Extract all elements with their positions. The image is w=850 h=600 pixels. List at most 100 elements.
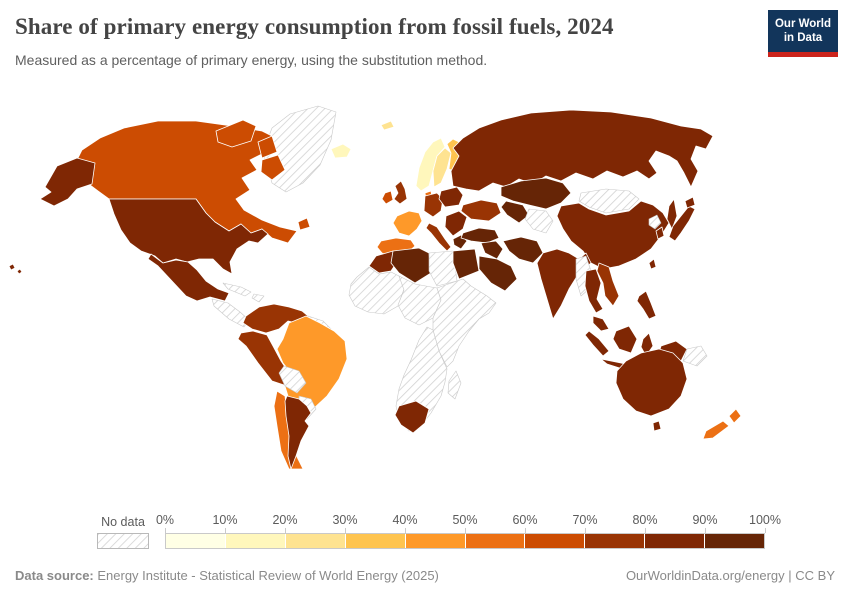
legend-bin-70-80%[interactable] (585, 534, 646, 548)
data-source-text: Energy Institute - Statistical Review of… (93, 568, 439, 583)
country-ireland[interactable] (381, 190, 394, 205)
country-argentina[interactable] (284, 395, 312, 470)
legend-tick-label: 70% (572, 513, 598, 527)
legend-tick-labels: 0% 10% 20% 30% 40% 50% 60% 70% 80% 90% 100% (156, 513, 781, 529)
chart-subtitle: Measured as a percentage of primary ener… (15, 52, 488, 68)
country-france[interactable] (392, 210, 423, 237)
country-baffin-island[interactable] (260, 154, 286, 181)
data-source-label: Data source: (15, 568, 94, 583)
country-egypt[interactable] (452, 248, 480, 280)
country-sakhalin[interactable] (666, 198, 678, 230)
country-japan[interactable] (668, 205, 696, 242)
legend-tick-label: 90% (692, 513, 718, 527)
country-new-zealand-south[interactable] (702, 420, 730, 440)
legend-bin-20-30%[interactable] (285, 534, 346, 548)
country-thailand[interactable] (584, 268, 604, 314)
legend-tick-label: 10% (212, 513, 238, 527)
legend-tick-label: 80% (632, 513, 658, 527)
country-cuba[interactable] (222, 282, 252, 297)
legend-tick-label: 30% (332, 513, 358, 527)
owid-url-license-link[interactable]: OurWorldinData.org/energy | CC BY (625, 568, 835, 583)
country-ukraine[interactable] (460, 199, 502, 222)
country-libya[interactable] (428, 250, 458, 287)
legend-tick-label: 50% (452, 513, 478, 527)
legend-bin-40-50%[interactable] (405, 534, 466, 548)
region-central-asia[interactable] (524, 208, 554, 234)
country-svalbard[interactable] (380, 120, 395, 131)
country-malaysia[interactable] (592, 315, 610, 332)
country-madagascar[interactable] (447, 370, 462, 400)
country-canada-arctic-islands[interactable] (215, 119, 257, 148)
country-australia[interactable] (615, 348, 688, 417)
country-japan-hokkaido[interactable] (684, 196, 696, 209)
country-poland-baltics[interactable] (438, 186, 464, 208)
owid-logo[interactable]: Our World in Data (768, 10, 838, 57)
country-sweden[interactable] (432, 147, 452, 188)
owid-logo-red-bar (768, 51, 838, 57)
legend-colorbar (165, 533, 765, 549)
country-hawaii[interactable] (16, 268, 23, 275)
legend-bin-80-90%[interactable] (645, 534, 706, 548)
country-south-africa[interactable] (394, 400, 430, 434)
country-south-korea[interactable] (655, 226, 665, 240)
country-canada-arctic-islands[interactable] (257, 135, 278, 159)
legend-tick-marks (165, 528, 766, 533)
legend-tick-label: 20% (272, 513, 298, 527)
legend-no-data-swatch[interactable] (97, 533, 149, 549)
legend-bin-10-20%[interactable] (225, 534, 286, 548)
country-italy[interactable] (425, 222, 452, 252)
region-balkans[interactable] (444, 210, 468, 237)
legend-tick-label: 100% (749, 513, 781, 527)
country-russia[interactable] (450, 109, 714, 192)
country-vietnam-laos[interactable] (596, 262, 620, 307)
map-legend: No data 0% 10% 20% 30% 40% 50% 60% 70% 80% 90% 100… (0, 510, 850, 555)
country-hispaniola[interactable] (251, 293, 265, 303)
region-west-africa[interactable] (348, 266, 405, 315)
page-title: Share of primary energy consumption from… (15, 14, 614, 39)
legend-tick-label: 60% (512, 513, 538, 527)
country-norway[interactable] (415, 137, 446, 192)
country-alaska[interactable] (39, 157, 96, 207)
country-north-korea[interactable] (648, 214, 662, 230)
legend-tick-label: 40% (392, 513, 418, 527)
country-iraq-syria[interactable] (480, 240, 504, 260)
country-iran[interactable] (502, 236, 544, 264)
owid-logo-line2: in Data (783, 32, 823, 45)
country-mexico[interactable] (147, 253, 230, 302)
region-east-africa[interactable] (432, 278, 497, 368)
legend-bin-0-10%[interactable] (166, 534, 226, 548)
legend-bin-50-60%[interactable] (465, 534, 526, 548)
country-kazakhstan[interactable] (500, 177, 572, 210)
country-turkey[interactable] (460, 227, 500, 244)
country-germany[interactable] (423, 192, 444, 218)
country-hawaii[interactable] (8, 263, 16, 271)
country-indonesia-borneo[interactable] (612, 325, 638, 354)
owid-logo-box: Our World in Data (768, 10, 838, 52)
country-indonesia-sumatra[interactable] (584, 330, 610, 357)
country-tasmania[interactable] (652, 420, 662, 432)
owid-logo-line1: Our World (774, 18, 831, 30)
country-bolivia[interactable] (278, 365, 307, 394)
legend-no-data-label: No data (101, 515, 145, 529)
legend-bin-60-70%[interactable] (525, 534, 586, 548)
country-uzbekistan-turkmenistan[interactable] (500, 200, 530, 224)
country-taiwan[interactable] (648, 258, 657, 270)
country-new-zealand-north[interactable] (728, 408, 742, 424)
country-iceland[interactable] (330, 143, 352, 159)
country-newfoundland[interactable] (297, 217, 311, 231)
chart-footer: Data source: Energy Institute - Statisti… (15, 568, 835, 583)
country-united-states[interactable] (108, 198, 269, 275)
country-china[interactable] (556, 200, 670, 270)
legend-bin-30-40%[interactable] (345, 534, 406, 548)
country-saudi-arabia[interactable] (478, 255, 518, 292)
country-philippines[interactable] (636, 290, 657, 320)
country-mongolia[interactable] (578, 188, 640, 214)
country-algeria[interactable] (390, 247, 432, 284)
data-source-note: Data source: Energy Institute - Statisti… (15, 568, 439, 583)
legend-tick-label: 0% (155, 513, 175, 527)
legend-bin-90-100%[interactable] (705, 534, 765, 548)
country-united-kingdom[interactable] (393, 180, 408, 205)
country-papua-new-guinea[interactable] (682, 345, 708, 367)
